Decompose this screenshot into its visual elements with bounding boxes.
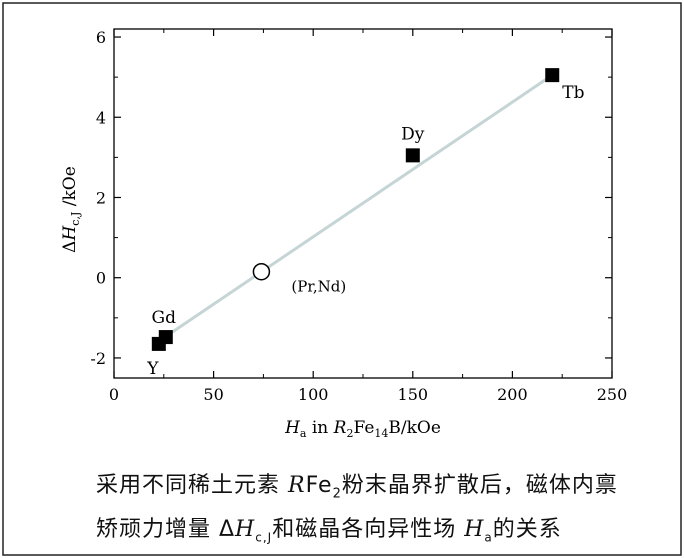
- fit-line: [156, 73, 554, 344]
- caption-1-fe: Fe: [305, 473, 333, 498]
- x-label-fe: Fe: [353, 418, 374, 438]
- y-axis-label: ΔHc,J /kOe: [60, 166, 82, 253]
- x-tick-labels: 0 50 100 150 200 250: [109, 385, 627, 404]
- x-label-14-sub: 14: [374, 427, 388, 440]
- y-label-delta: Δ: [60, 241, 80, 253]
- y-tick-label: -2: [90, 349, 106, 368]
- caption-2-H: H: [235, 517, 256, 543]
- marker-prnd: [252, 262, 271, 281]
- caption-1b: 粉末晶界扩散后，磁体内禀: [341, 473, 618, 498]
- caption-line-2: 矫顽力增量 ΔHc,J和磁晶各向异性场 Ha的关系: [96, 512, 676, 555]
- y-tick-label: 4: [96, 108, 106, 127]
- caption-2a: 矫顽力增量 Δ: [96, 517, 236, 543]
- y-tick-label: 6: [96, 28, 106, 47]
- caption-2-H2: H: [464, 517, 485, 543]
- marker-tb: [545, 68, 560, 83]
- caption-line-1: 采用不同稀土元素 RFe2粉末晶界扩散后，磁体内禀: [96, 468, 676, 512]
- x-label-H: H: [284, 418, 301, 438]
- point-label-dy: Dy: [401, 124, 425, 144]
- x-label-mid: in: [306, 418, 333, 438]
- y-label-tail: /kOe: [60, 166, 80, 211]
- y-tick-label: 0: [96, 269, 106, 288]
- y-tick-label: 2: [96, 188, 106, 207]
- x-tick-label: 100: [298, 385, 329, 404]
- x-tick-label: 50: [203, 385, 223, 404]
- point-label-tb: Tb: [562, 83, 584, 103]
- x-label-2-sub: 2: [346, 427, 353, 440]
- point-labels: Y Gd (Pr,Nd) Dy Tb: [146, 83, 584, 379]
- point-label-prnd: (Pr,Nd): [291, 278, 346, 296]
- caption-1-R: R: [288, 473, 306, 498]
- caption-2b: 和磁晶各向异性场: [272, 517, 465, 543]
- x-label-a-sub: a: [300, 427, 307, 440]
- y-label-cj-sub: c,J: [69, 212, 82, 226]
- x-axis-label: Ha in R2Fe14B/kOe: [284, 418, 441, 440]
- marker-dy: [405, 148, 420, 163]
- caption-2-sub: c,J: [255, 530, 273, 545]
- y-label-H: H: [60, 225, 80, 242]
- point-label-gd: Gd: [152, 308, 177, 328]
- x-label-R: R: [333, 418, 347, 438]
- x-tick-label: 250: [597, 385, 628, 404]
- figure-caption: 采用不同稀土元素 RFe2粉末晶界扩散后，磁体内禀 矫顽力增量 ΔHc,J和磁晶…: [96, 468, 676, 556]
- x-tick-label: 200: [497, 385, 528, 404]
- x-label-tail: B/kOe: [388, 418, 441, 438]
- point-label-y: Y: [146, 359, 159, 379]
- marker-gd: [158, 330, 173, 345]
- caption-2-sub2: a: [484, 530, 493, 545]
- data-markers: [151, 68, 560, 351]
- caption-1-sub: 2: [332, 486, 342, 502]
- x-tick-label: 0: [109, 385, 119, 404]
- y-tick-labels: -2 0 2 4 6: [90, 28, 106, 368]
- axis-ticks: [113, 29, 613, 378]
- caption-2c: 的关系: [492, 517, 562, 543]
- caption-1a: 采用不同稀土元素: [96, 473, 288, 498]
- x-tick-label: 150: [398, 385, 429, 404]
